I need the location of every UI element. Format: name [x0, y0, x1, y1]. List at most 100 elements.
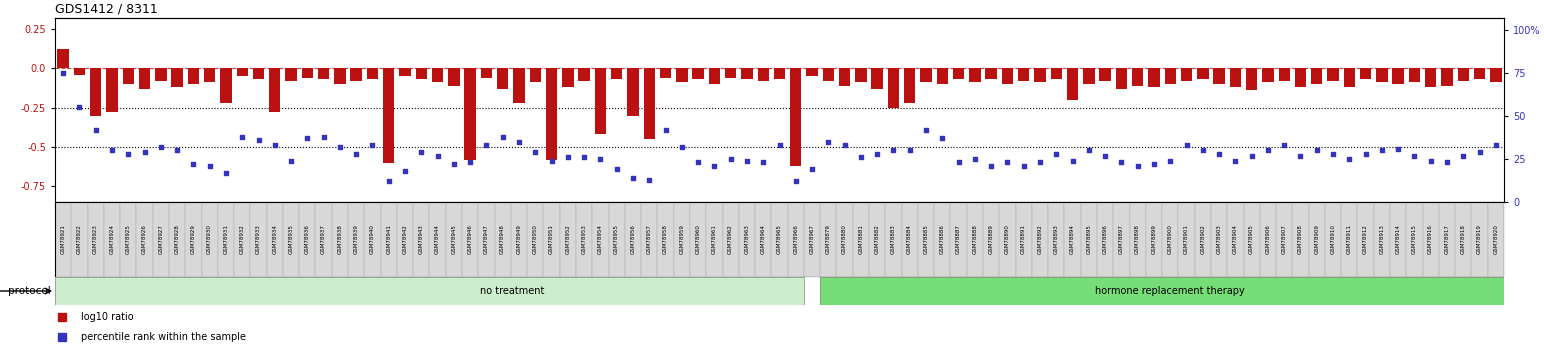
Point — [198, 163, 222, 169]
FancyBboxPatch shape — [1471, 202, 1488, 277]
Bar — [1278, 68, 1289, 81]
Point — [735, 158, 760, 164]
Point — [459, 160, 483, 165]
Text: protocol: protocol — [8, 286, 51, 296]
FancyBboxPatch shape — [1016, 202, 1031, 277]
Point — [832, 142, 857, 148]
Point — [425, 153, 449, 158]
FancyBboxPatch shape — [1275, 202, 1292, 277]
Bar — [1002, 68, 1013, 84]
Bar — [301, 68, 313, 78]
FancyBboxPatch shape — [869, 202, 885, 277]
Bar — [139, 68, 150, 89]
Point — [1320, 151, 1345, 157]
Bar — [188, 68, 199, 84]
Text: GSM78946: GSM78946 — [468, 225, 472, 255]
Point — [1387, 146, 1411, 151]
Text: GSM78955: GSM78955 — [615, 225, 619, 255]
Point — [442, 161, 466, 167]
Text: GSM78943: GSM78943 — [418, 225, 423, 255]
FancyBboxPatch shape — [1454, 202, 1471, 277]
Text: GSM78954: GSM78954 — [598, 225, 602, 255]
Point — [1093, 153, 1118, 158]
Point — [588, 156, 613, 162]
FancyBboxPatch shape — [706, 202, 723, 277]
Text: GSM78922: GSM78922 — [77, 225, 82, 255]
Point — [295, 136, 320, 141]
Bar — [1067, 68, 1078, 100]
Text: GSM78942: GSM78942 — [403, 225, 408, 255]
Bar — [448, 68, 460, 86]
Point — [1044, 151, 1068, 157]
Text: GSM78908: GSM78908 — [1299, 225, 1303, 255]
Text: GSM78923: GSM78923 — [93, 225, 99, 255]
Text: GSM78890: GSM78890 — [1005, 225, 1010, 255]
FancyBboxPatch shape — [1195, 202, 1210, 277]
Point — [638, 177, 662, 183]
Text: GSM78895: GSM78895 — [1087, 225, 1092, 255]
FancyBboxPatch shape — [1227, 202, 1243, 277]
Text: GSM78881: GSM78881 — [858, 225, 863, 255]
Bar — [1490, 68, 1502, 82]
FancyBboxPatch shape — [332, 202, 347, 277]
Point — [703, 163, 727, 169]
FancyBboxPatch shape — [136, 202, 153, 277]
Point — [262, 142, 287, 148]
Bar — [1017, 68, 1030, 81]
Text: GSM78924: GSM78924 — [110, 225, 114, 255]
Bar — [74, 68, 85, 75]
Point — [181, 161, 205, 167]
Point — [312, 134, 337, 139]
FancyBboxPatch shape — [202, 202, 218, 277]
Point — [994, 160, 1019, 165]
Text: GSM78921: GSM78921 — [60, 225, 66, 255]
FancyBboxPatch shape — [511, 202, 527, 277]
Bar — [1197, 68, 1209, 79]
Point — [1484, 142, 1508, 148]
FancyBboxPatch shape — [462, 202, 479, 277]
Bar — [107, 68, 117, 112]
FancyBboxPatch shape — [315, 202, 332, 277]
FancyBboxPatch shape — [153, 202, 168, 277]
Bar — [171, 68, 182, 87]
FancyBboxPatch shape — [414, 202, 429, 277]
Point — [815, 139, 840, 145]
FancyBboxPatch shape — [772, 202, 787, 277]
Text: GSM78935: GSM78935 — [289, 225, 293, 255]
Bar — [741, 68, 752, 79]
FancyBboxPatch shape — [250, 202, 267, 277]
Bar — [56, 277, 804, 305]
FancyBboxPatch shape — [1178, 202, 1195, 277]
Bar — [57, 49, 69, 68]
Point — [621, 175, 645, 181]
Point — [392, 168, 417, 174]
FancyBboxPatch shape — [576, 202, 593, 277]
Point — [491, 134, 516, 139]
Point — [929, 136, 954, 141]
Bar — [56, 277, 804, 305]
Point — [148, 144, 173, 150]
Point — [1402, 153, 1427, 158]
Text: GSM78962: GSM78962 — [729, 225, 733, 255]
Bar — [820, 277, 1521, 305]
Bar — [1263, 68, 1274, 82]
Text: GSM78909: GSM78909 — [1314, 225, 1319, 255]
Point — [360, 142, 384, 148]
FancyBboxPatch shape — [1130, 202, 1146, 277]
Bar — [1164, 68, 1177, 84]
Point — [604, 167, 628, 172]
FancyBboxPatch shape — [1210, 202, 1227, 277]
Text: GSM78928: GSM78928 — [174, 225, 179, 255]
Text: GSM78920: GSM78920 — [1493, 225, 1498, 255]
Point — [230, 134, 255, 139]
FancyBboxPatch shape — [1113, 202, 1130, 277]
Bar — [1034, 68, 1045, 82]
Text: GSM78914: GSM78914 — [1396, 225, 1400, 255]
Text: GSM78901: GSM78901 — [1184, 225, 1189, 255]
Bar — [1229, 68, 1241, 87]
FancyBboxPatch shape — [738, 202, 755, 277]
Bar — [659, 68, 672, 78]
Point — [1434, 160, 1459, 165]
Bar — [676, 68, 687, 82]
Text: GSM78910: GSM78910 — [1331, 225, 1336, 255]
